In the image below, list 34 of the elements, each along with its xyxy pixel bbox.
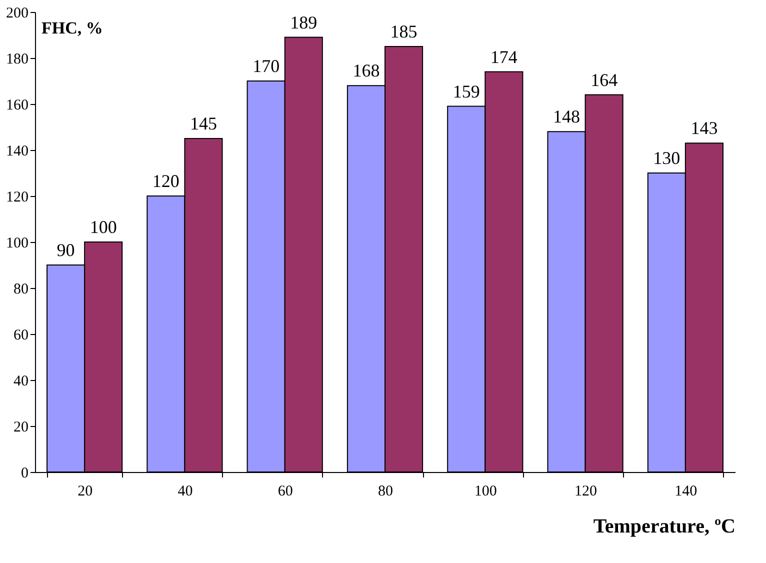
- data-label: 100: [90, 217, 117, 237]
- y-tick-label: 60: [14, 328, 28, 344]
- y-tick-label: 20: [14, 420, 28, 436]
- x-tick-label: 140: [674, 484, 698, 500]
- data-label: 145: [190, 114, 217, 134]
- x-tick-label: 100: [474, 484, 497, 500]
- x-tick-label: 120: [574, 484, 598, 500]
- y-tick-label: 160: [6, 98, 28, 114]
- data-label: 164: [590, 70, 618, 90]
- y-tick-label: 180: [6, 52, 28, 68]
- y-axis-title: FHC, %: [42, 18, 103, 38]
- data-label: 130: [653, 148, 680, 168]
- data-label: 168: [352, 60, 380, 81]
- y-tick-label: 140: [6, 144, 28, 160]
- data-label: 185: [390, 22, 418, 42]
- y-tick-label: 120: [6, 190, 28, 206]
- y-tick-label: 40: [14, 374, 28, 390]
- x-axis-title: Temperature, ºC: [593, 516, 736, 538]
- y-tick-label: 80: [14, 282, 28, 298]
- x-tick-label: 20: [78, 484, 93, 500]
- data-label: 189: [290, 12, 318, 32]
- data-label: 170: [252, 56, 280, 76]
- y-tick-label: 200: [6, 6, 28, 22]
- data-label: 174: [490, 46, 518, 67]
- data-label: 90: [56, 240, 75, 260]
- data-label: 159: [452, 81, 480, 102]
- data-label: 120: [152, 171, 180, 191]
- x-tick-label: 80: [378, 484, 393, 500]
- data-label: 148: [553, 106, 580, 127]
- data-label: 143: [690, 118, 718, 138]
- y-tick-label: 100: [6, 236, 28, 252]
- x-tick-label: 40: [178, 484, 193, 500]
- x-tick-label: 60: [278, 484, 293, 500]
- y-tick-label: 0: [21, 466, 28, 482]
